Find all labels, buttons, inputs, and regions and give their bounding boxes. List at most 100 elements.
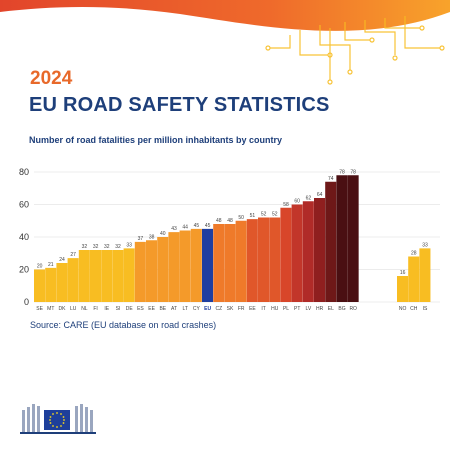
bar-hu bbox=[269, 217, 281, 302]
data-label: 37 bbox=[138, 236, 144, 242]
bar-pt bbox=[291, 204, 303, 302]
bar-sk bbox=[224, 224, 236, 302]
x-tick-label: EE bbox=[249, 306, 256, 312]
data-label: 33 bbox=[422, 242, 428, 248]
bar-eu bbox=[202, 228, 214, 302]
source-note: Source: CARE (EU database on road crashe… bbox=[30, 320, 217, 330]
x-tick-label: SK bbox=[227, 306, 234, 312]
bar-nl bbox=[78, 250, 90, 302]
x-tick-label: BE bbox=[159, 306, 166, 312]
data-label: 48 bbox=[227, 218, 233, 224]
bar-ee bbox=[246, 219, 258, 302]
x-tick-label: BG bbox=[338, 306, 345, 312]
x-tick-label: IS bbox=[423, 306, 428, 312]
bar-hr bbox=[314, 198, 326, 302]
bar-cy bbox=[190, 228, 202, 302]
x-tick-label: LU bbox=[70, 306, 77, 312]
x-tick-label: LV bbox=[306, 306, 312, 312]
x-tick-label: CY bbox=[193, 306, 201, 312]
data-label: 21 bbox=[48, 262, 54, 268]
bar-cz bbox=[213, 224, 225, 302]
chart-subtitle: Number of road fatalities per million in… bbox=[29, 135, 283, 145]
data-label: 51 bbox=[250, 213, 256, 219]
data-label: 48 bbox=[216, 218, 222, 224]
data-label: 44 bbox=[182, 225, 188, 231]
x-tick-label: SI bbox=[116, 306, 121, 312]
bar-is bbox=[419, 248, 431, 302]
bar-mt bbox=[45, 267, 57, 302]
data-label: 52 bbox=[272, 212, 278, 218]
x-tick-label: HU bbox=[271, 306, 279, 312]
x-tick-label: EL bbox=[328, 306, 334, 312]
x-tick-label: FI bbox=[93, 306, 97, 312]
data-label: 16 bbox=[400, 270, 406, 276]
bar-pl bbox=[280, 207, 292, 302]
bar-be bbox=[157, 237, 169, 302]
header-banner bbox=[0, 0, 450, 85]
data-label: 78 bbox=[350, 169, 356, 175]
data-label: 58 bbox=[283, 202, 289, 208]
x-tick-label: RO bbox=[349, 306, 357, 312]
data-label: 38 bbox=[149, 234, 155, 240]
bar-lt bbox=[179, 230, 191, 302]
data-label: 32 bbox=[93, 244, 99, 250]
year-heading: 2024 bbox=[30, 68, 73, 89]
data-label: 32 bbox=[104, 244, 110, 250]
y-tick-label: 0 bbox=[24, 297, 29, 307]
data-label: 32 bbox=[115, 244, 121, 250]
bar-fi bbox=[90, 250, 102, 302]
circuit-decoration bbox=[265, 16, 445, 85]
bar-ro bbox=[347, 175, 359, 302]
data-label: 60 bbox=[294, 199, 300, 205]
bar-si bbox=[112, 250, 124, 302]
page-title: EU ROAD SAFETY STATISTICS bbox=[29, 94, 330, 116]
data-label: 27 bbox=[70, 252, 76, 258]
data-label: 64 bbox=[317, 192, 323, 198]
x-tick-label: IE bbox=[104, 306, 109, 312]
data-label: 43 bbox=[171, 226, 177, 232]
x-tick-label: CH bbox=[410, 306, 418, 312]
y-tick-label: 20 bbox=[19, 265, 29, 275]
data-label: 20 bbox=[37, 264, 43, 270]
x-tick-label: NL bbox=[81, 306, 88, 312]
x-tick-label: AT bbox=[171, 306, 177, 312]
data-label: 45 bbox=[205, 223, 211, 229]
x-tick-label: MT bbox=[47, 306, 54, 312]
data-label: 74 bbox=[328, 176, 334, 182]
bar-es bbox=[134, 241, 146, 302]
data-label: 33 bbox=[126, 242, 132, 248]
data-label: 52 bbox=[261, 212, 267, 218]
bar-se bbox=[34, 269, 46, 302]
bar-de bbox=[123, 248, 135, 302]
fatalities-bar-chart: 0 20 40 60 80 20 SE 21 MT 24 DK 27 LU 32 NL 32 FI 32 IE 32 S… bbox=[19, 167, 440, 312]
data-label: 62 bbox=[306, 195, 312, 201]
bar-it bbox=[258, 217, 270, 302]
x-tick-label: PL bbox=[283, 306, 289, 312]
y-tick-label: 40 bbox=[19, 232, 29, 242]
x-tick-label: DK bbox=[59, 306, 67, 312]
x-tick-label: NO bbox=[399, 306, 407, 312]
x-tick-label: DE bbox=[126, 306, 134, 312]
bar-ee bbox=[146, 240, 158, 302]
x-tick-label: IT bbox=[261, 306, 265, 312]
x-tick-label: EE bbox=[148, 306, 155, 312]
x-tick-label: PT bbox=[294, 306, 300, 312]
bar-ch bbox=[408, 256, 420, 302]
x-tick-label: CZ bbox=[215, 306, 222, 312]
x-tick-label: HR bbox=[316, 306, 324, 312]
data-label: 28 bbox=[411, 251, 417, 257]
bar-lu bbox=[67, 258, 79, 302]
data-label: 24 bbox=[59, 257, 65, 263]
bar-el bbox=[325, 181, 337, 302]
bar-at bbox=[168, 232, 180, 302]
bar-bg bbox=[336, 175, 348, 302]
x-tick-label: SE bbox=[36, 306, 43, 312]
x-tick-label: EU bbox=[204, 306, 211, 312]
data-label: 32 bbox=[82, 244, 88, 250]
eu-flag-icon bbox=[44, 410, 70, 430]
bar-no bbox=[397, 276, 409, 302]
bar-dk bbox=[56, 263, 68, 302]
data-label: 78 bbox=[339, 169, 345, 175]
data-label: 40 bbox=[160, 231, 166, 237]
x-tick-label: ES bbox=[137, 306, 144, 312]
